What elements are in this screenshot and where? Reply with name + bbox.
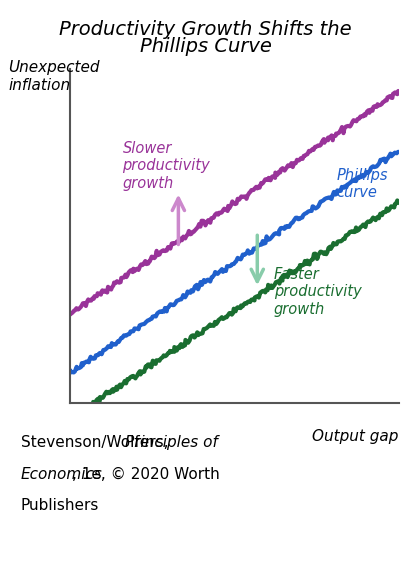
Text: Productivity Growth Shifts the: Productivity Growth Shifts the [59, 20, 352, 39]
Text: Unexpected: Unexpected [8, 60, 100, 75]
Text: Phillips Curve: Phillips Curve [140, 37, 271, 56]
Text: Publishers: Publishers [21, 498, 99, 513]
Text: Economics: Economics [21, 467, 102, 482]
Text: Phillips
curve: Phillips curve [336, 168, 388, 200]
Text: Slower
productivity
growth: Slower productivity growth [122, 141, 210, 191]
Text: , 1e, © 2020 Worth: , 1e, © 2020 Worth [72, 467, 219, 482]
Text: Stevenson/Wolfers,: Stevenson/Wolfers, [21, 435, 173, 450]
Text: Principles of: Principles of [125, 435, 218, 450]
Text: Output gap: Output gap [312, 429, 399, 444]
Text: Faster
productivity
growth: Faster productivity growth [274, 267, 362, 317]
Text: inflation: inflation [8, 78, 70, 93]
